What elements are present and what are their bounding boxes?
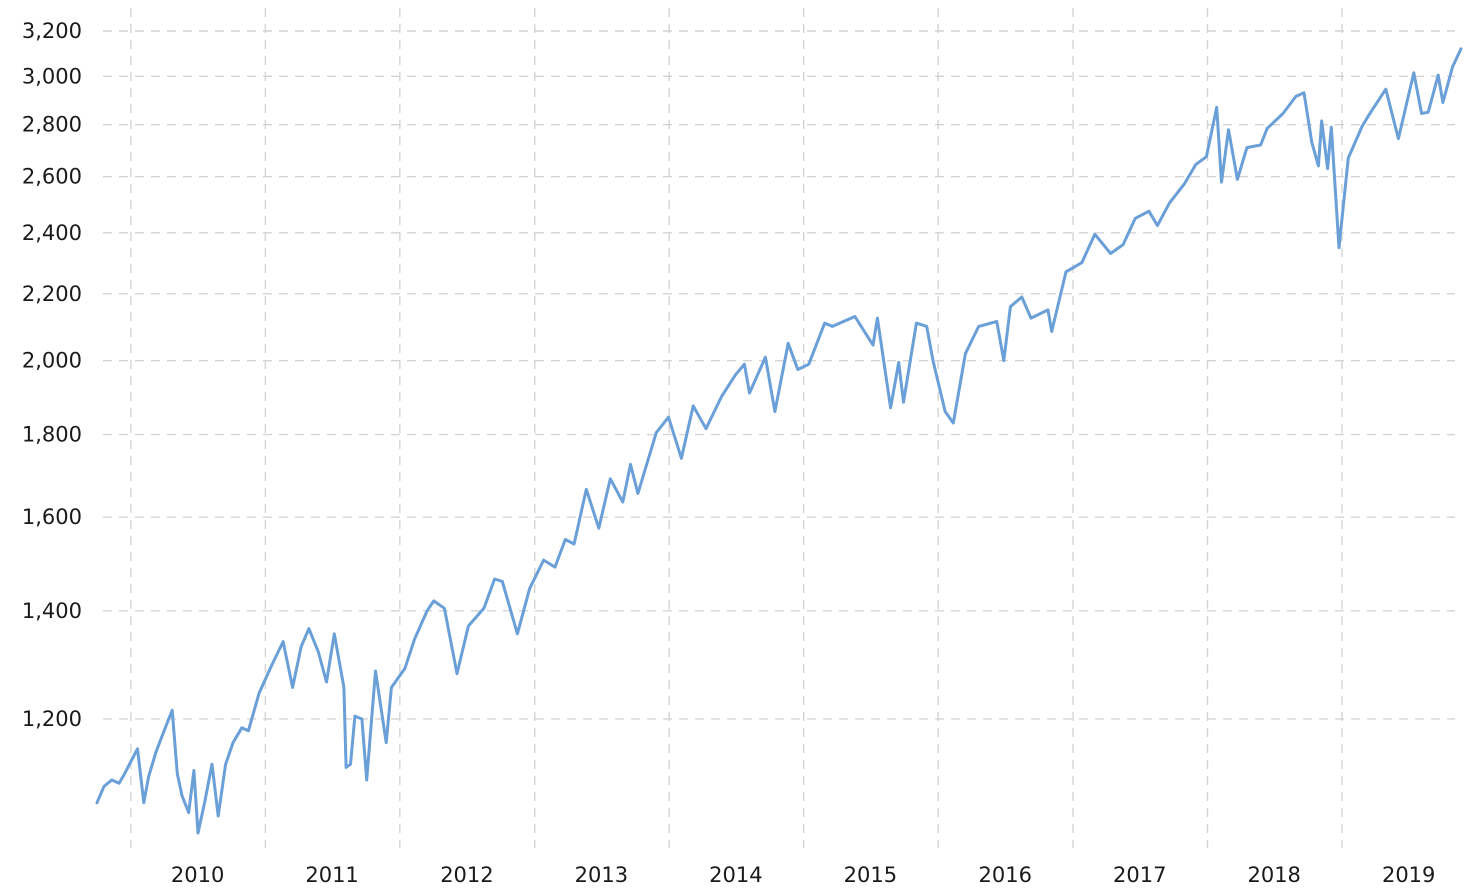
x-tick-label: 2019 [1382,863,1435,887]
y-tick-label: 2,000 [22,349,82,373]
x-axis-tick-labels: 2010 2011 2012 2013 2014 2015 2016 2017 2018 2019 [171,863,1436,887]
series-layer [95,47,1463,835]
grid-lines [103,8,1455,848]
x-tick-label: 2014 [709,863,762,887]
y-tick-label: 1,400 [22,599,82,623]
x-tick-label: 2015 [844,863,897,887]
x-tick-label: 2018 [1247,863,1300,887]
y-tick-label: 2,800 [22,113,82,137]
y-tick-label: 2,200 [22,282,82,306]
y-tick-label: 1,600 [22,505,82,529]
y-tick-label: 2,400 [22,221,82,245]
y-tick-label: 2,600 [22,165,82,189]
y-axis-tick-labels: 1,200 1,400 1,600 1,800 2,000 2,200 2,400 2,600… [22,19,82,731]
y-tick-label: 3,200 [22,19,82,43]
x-tick-label: 2010 [171,863,224,887]
x-tick-label: 2013 [575,863,628,887]
x-tick-label: 2017 [1113,863,1166,887]
y-tick-label: 1,200 [22,707,82,731]
y-tick-label: 1,800 [22,423,82,447]
y-tick-label: 3,000 [22,64,82,88]
x-tick-label: 2012 [440,863,493,887]
x-tick-label: 2016 [979,863,1032,887]
series-line-0 [95,47,1463,835]
x-tick-label: 2011 [305,863,358,887]
